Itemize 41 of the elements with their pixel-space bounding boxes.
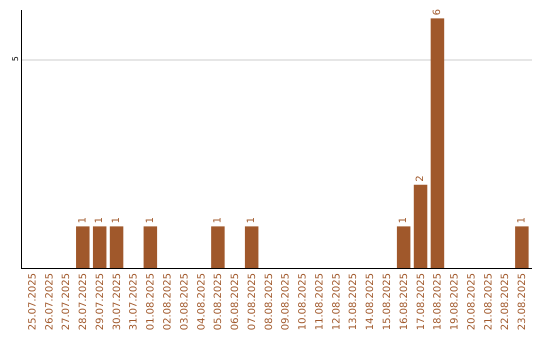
- x-tick-label: 25.07.2025: [27, 273, 38, 330]
- x-tick-label: 11.08.2025: [314, 273, 326, 330]
- x-tick-label: 08.08.2025: [264, 273, 275, 330]
- x-tick-label: 27.07.2025: [61, 273, 72, 330]
- x-tick-label: 04.08.2025: [196, 273, 208, 330]
- x-tick-label: 15.08.2025: [382, 273, 394, 330]
- x-tick-label: 07.08.2025: [246, 273, 258, 330]
- data-label: 6: [432, 8, 443, 16]
- data-label: 2: [415, 175, 426, 182]
- data-label: 1: [516, 217, 528, 224]
- y-tick-label: 5: [10, 56, 20, 62]
- x-tick-label: 29.07.2025: [94, 273, 106, 330]
- x-tick-label: 28.07.2025: [78, 273, 90, 330]
- x-tick-label: 14.08.2025: [365, 273, 376, 330]
- data-label: 1: [398, 217, 410, 224]
- x-tick-label: 18.08.2025: [432, 273, 444, 330]
- x-tick-label: 23.08.2025: [517, 273, 528, 330]
- x-tick-label: 03.08.2025: [179, 273, 190, 330]
- x-tick-label: 12.08.2025: [331, 273, 342, 330]
- x-tick-label: 09.08.2025: [280, 273, 292, 330]
- data-label: 1: [77, 217, 88, 224]
- data-label: 1: [111, 217, 122, 224]
- x-tick-label: 17.08.2025: [416, 273, 427, 330]
- x-tick-label: 01.08.2025: [146, 273, 157, 330]
- x-tick-label: 02.08.2025: [162, 273, 174, 330]
- x-tick-label: 06.08.2025: [230, 273, 242, 330]
- x-tick-label: 16.08.2025: [398, 273, 410, 330]
- x-tick-label: 05.08.2025: [213, 273, 224, 330]
- data-label: 1: [212, 217, 224, 224]
- x-tick-label: 31.07.2025: [128, 273, 140, 330]
- data-label: 1: [144, 217, 156, 224]
- x-tick-label: 19.08.2025: [450, 273, 461, 330]
- x-tick-label: 13.08.2025: [348, 273, 360, 330]
- data-label: 1: [246, 217, 258, 224]
- x-tick-label: 10.08.2025: [298, 273, 309, 330]
- data-label: 1: [94, 217, 106, 224]
- x-tick-label: 26.07.2025: [44, 273, 56, 330]
- x-tick-label: 22.08.2025: [500, 273, 512, 330]
- x-tick-label: 21.08.2025: [483, 273, 494, 330]
- x-tick-label: 30.07.2025: [112, 273, 123, 330]
- x-tick-label: 20.08.2025: [466, 273, 478, 330]
